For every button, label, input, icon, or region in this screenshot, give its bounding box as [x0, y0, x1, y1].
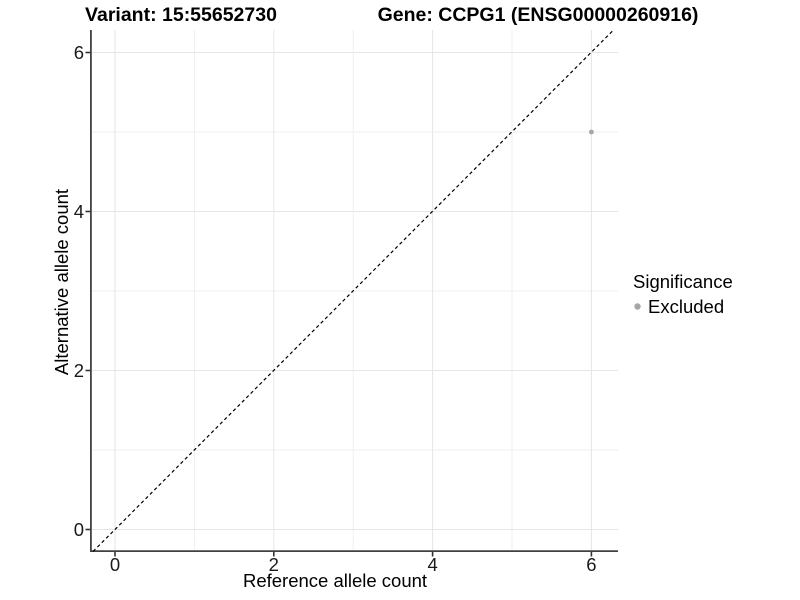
y-tick-label-6: 6: [73, 41, 84, 63]
legend-title: Significance: [633, 271, 733, 292]
legend-entry-label: Excluded: [648, 295, 725, 317]
legend-entry-excluded: Excluded: [633, 295, 733, 317]
x-tick-label-6: 6: [586, 554, 597, 575]
gene-title: Gene: CCPG1 (ENSG00000260916): [377, 4, 699, 26]
y-tick-label-4: 4: [73, 200, 84, 222]
major-gridlines: [90, 30, 618, 552]
x-axis-title: Reference allele count: [242, 570, 428, 591]
plot-panel: [85, 29, 618, 557]
data-point-excluded: [589, 129, 594, 135]
axis-tick-marks: [85, 51, 593, 557]
identity-reference-line: [92, 29, 614, 552]
y-axis-title: Alternative allele count: [50, 188, 72, 376]
x-tick-label-0: 0: [109, 554, 121, 575]
minor-gridlines: [90, 30, 618, 552]
x-tick-label-2: 2: [268, 554, 279, 575]
y-tick-label-2: 2: [73, 359, 84, 381]
axis-lines: [89, 30, 618, 552]
x-tick-label-4: 4: [427, 554, 438, 575]
variant-title: Variant: 15:55652730: [85, 4, 277, 26]
y-tick-label-0: 0: [73, 518, 84, 540]
legend-point-icon: [634, 303, 641, 310]
legend: Significance Excluded: [633, 271, 733, 317]
